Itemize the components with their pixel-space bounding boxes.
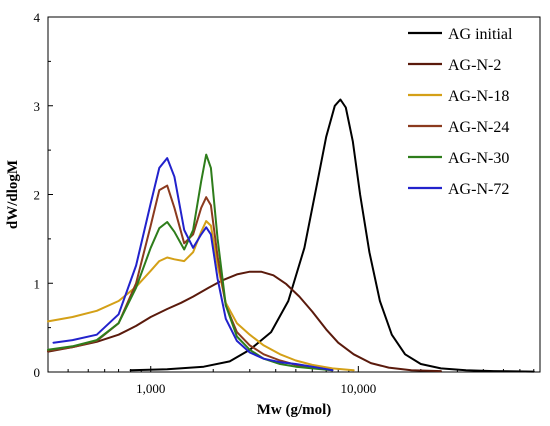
legend-entry: AG-N-2: [408, 57, 501, 74]
y-tick-label: 2: [34, 188, 41, 203]
y-tick-label: 0: [34, 365, 41, 380]
legend-entry: AG-N-18: [408, 88, 509, 105]
y-tick-label: 4: [34, 10, 41, 25]
y-axis-title: dW/dlogM: [5, 160, 21, 229]
x-tick-label: 10,000: [340, 381, 376, 396]
legend-label: AG-N-30: [448, 150, 509, 167]
series-layer: [47, 98, 535, 373]
legend-label: AG-N-18: [448, 88, 509, 105]
y-tick-label: 3: [34, 99, 41, 114]
legend-label: AG-N-2: [448, 57, 501, 74]
series-line-ag-n-30: [47, 153, 334, 372]
series-line-ag-n-18: [47, 220, 355, 372]
legend-label: AG initial: [448, 26, 513, 43]
legend-entry: AG-N-72: [408, 181, 509, 198]
series-line-ag-n-72: [52, 157, 334, 372]
y-tick-label: 1: [34, 276, 41, 291]
x-axis-title: Mw (g/mol): [257, 402, 332, 418]
x-tick-label: 1,000: [136, 381, 165, 396]
series-line-ag-initial: [129, 98, 535, 373]
plot-area: 0 1 2 3 4 1,000 10,000: [34, 10, 541, 396]
legend-entry: AG-N-24: [408, 119, 509, 136]
legend-entry: AG-N-30: [408, 150, 509, 167]
legend-label: AG-N-24: [448, 119, 509, 136]
series-line-ag-n-2: [47, 270, 442, 373]
legend-label: AG-N-72: [448, 181, 509, 198]
legend: AG initial AG-N-2 AG-N-18 AG-N-24 AG-N-30 AG-…: [408, 26, 513, 198]
series-line-ag-n-24: [47, 184, 334, 372]
legend-entry: AG initial: [408, 26, 513, 43]
